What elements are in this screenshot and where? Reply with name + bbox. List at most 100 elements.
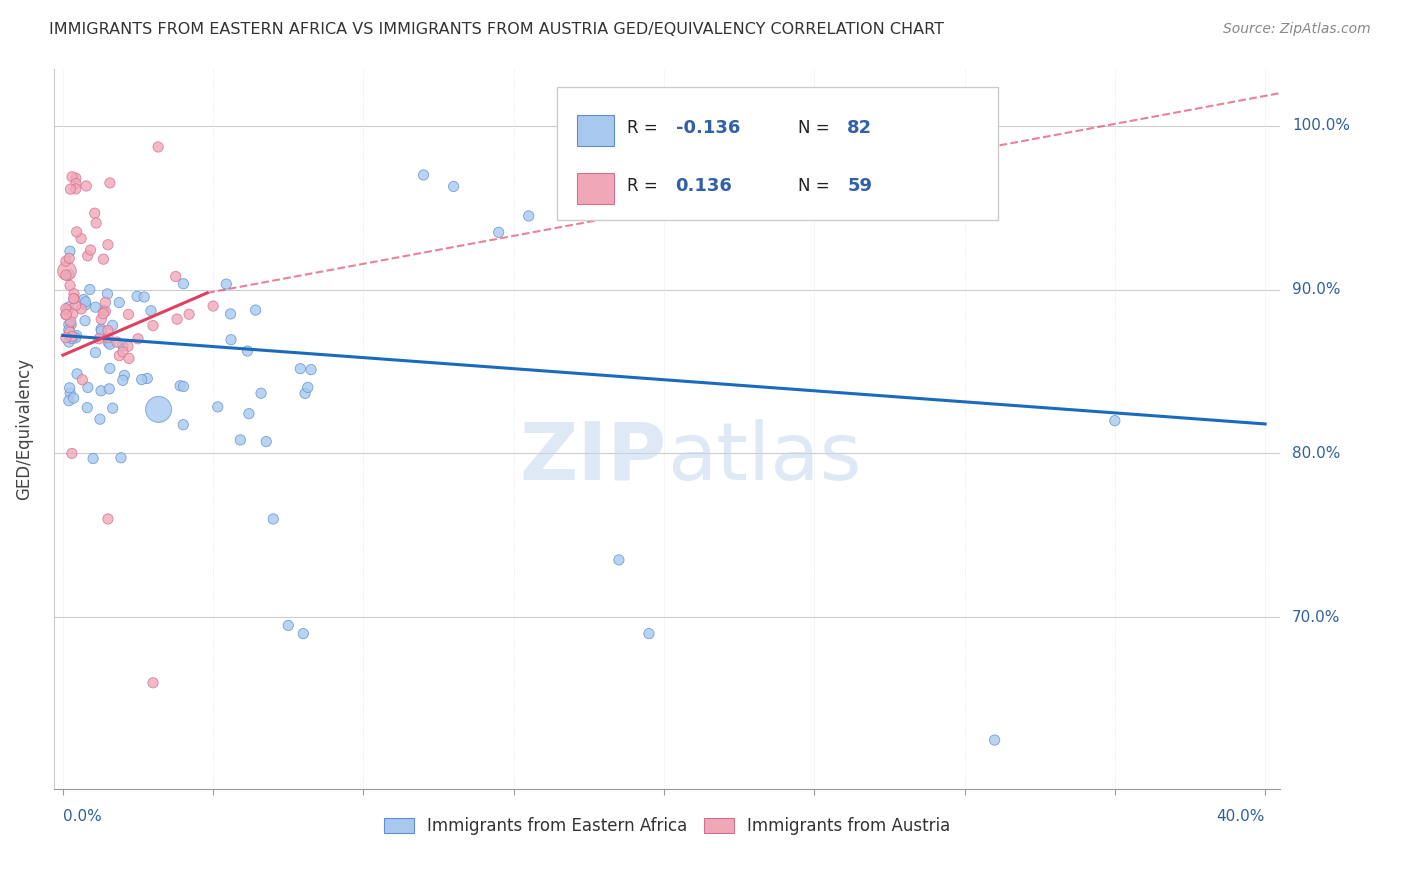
Point — [56, 264, 79, 278]
Point — [60, 329, 83, 343]
Point — [59, 325, 82, 339]
Point — [75, 178, 97, 193]
Point — [983, 733, 1005, 747]
Point — [443, 179, 465, 194]
Point — [607, 553, 630, 567]
Text: 0.136: 0.136 — [675, 178, 733, 195]
Point — [98, 361, 121, 376]
Point — [63, 286, 86, 301]
Point — [110, 450, 132, 465]
Point — [638, 626, 661, 640]
Point — [72, 373, 94, 387]
Point — [488, 225, 510, 239]
Point — [294, 386, 316, 401]
Point — [118, 351, 141, 366]
Point — [75, 298, 97, 312]
Point — [58, 334, 80, 349]
Point — [97, 331, 120, 345]
Point — [55, 308, 77, 322]
Point — [63, 292, 86, 306]
Point — [290, 361, 312, 376]
Point — [55, 308, 77, 322]
Text: 100.0%: 100.0% — [1292, 119, 1350, 133]
Point — [173, 379, 195, 393]
Point — [90, 312, 112, 326]
Text: R =: R = — [627, 120, 662, 137]
FancyBboxPatch shape — [578, 173, 614, 203]
Point — [82, 451, 104, 466]
Point — [79, 283, 101, 297]
Point — [96, 286, 118, 301]
Point — [98, 176, 121, 190]
Point — [254, 434, 277, 449]
Point — [245, 303, 267, 318]
Point — [60, 169, 83, 184]
Point — [89, 412, 111, 426]
Point — [87, 332, 110, 346]
Point — [97, 335, 120, 350]
Point — [76, 380, 98, 394]
Text: IMMIGRANTS FROM EASTERN AFRICA VS IMMIGRANTS FROM AUSTRIA GED/EQUIVALENCY CORREL: IMMIGRANTS FROM EASTERN AFRICA VS IMMIGR… — [49, 22, 945, 37]
Text: N =: N = — [799, 120, 835, 137]
Point — [58, 268, 80, 282]
Point — [117, 339, 139, 353]
Point — [131, 373, 153, 387]
Point — [59, 182, 82, 196]
Point — [65, 177, 87, 191]
Point — [90, 322, 112, 336]
Text: N =: N = — [799, 178, 835, 195]
Point — [94, 295, 117, 310]
Point — [59, 315, 82, 329]
Point — [299, 362, 322, 376]
Point — [84, 300, 107, 314]
Point — [412, 168, 434, 182]
Point — [142, 318, 165, 333]
Point — [70, 301, 93, 316]
Point — [66, 367, 89, 381]
Point — [229, 433, 252, 447]
Point — [65, 328, 87, 343]
Point — [62, 391, 84, 405]
Text: 40.0%: 40.0% — [1216, 809, 1265, 824]
Point — [297, 380, 319, 394]
Point — [55, 254, 77, 268]
Point — [90, 324, 112, 338]
Point — [108, 295, 131, 310]
Point — [169, 378, 191, 392]
Point — [172, 417, 194, 432]
Point — [94, 304, 117, 318]
Point — [60, 446, 83, 460]
Point — [84, 216, 107, 230]
Text: 0.0%: 0.0% — [63, 809, 101, 824]
Point — [292, 626, 315, 640]
Point — [58, 318, 80, 332]
Point — [65, 299, 87, 313]
Point — [90, 384, 112, 398]
Point — [111, 344, 134, 359]
Point — [112, 368, 135, 383]
Text: atlas: atlas — [666, 418, 862, 497]
Text: ZIP: ZIP — [520, 418, 666, 497]
Point — [83, 206, 105, 220]
Point — [62, 292, 84, 306]
Point — [60, 318, 83, 332]
FancyBboxPatch shape — [578, 115, 614, 145]
Point — [236, 344, 259, 359]
Point — [91, 307, 114, 321]
Point — [215, 277, 238, 292]
Point — [250, 386, 273, 401]
Point — [117, 307, 139, 321]
Text: 70.0%: 70.0% — [1292, 610, 1340, 624]
Point — [58, 252, 80, 266]
Point — [1104, 414, 1126, 428]
Point — [56, 303, 79, 318]
Point — [172, 277, 194, 291]
FancyBboxPatch shape — [557, 87, 998, 219]
Point — [517, 209, 540, 223]
Point — [101, 401, 124, 416]
Point — [70, 231, 93, 245]
Point — [60, 332, 83, 346]
Point — [79, 243, 101, 257]
Point — [148, 402, 170, 417]
Point — [219, 333, 242, 347]
